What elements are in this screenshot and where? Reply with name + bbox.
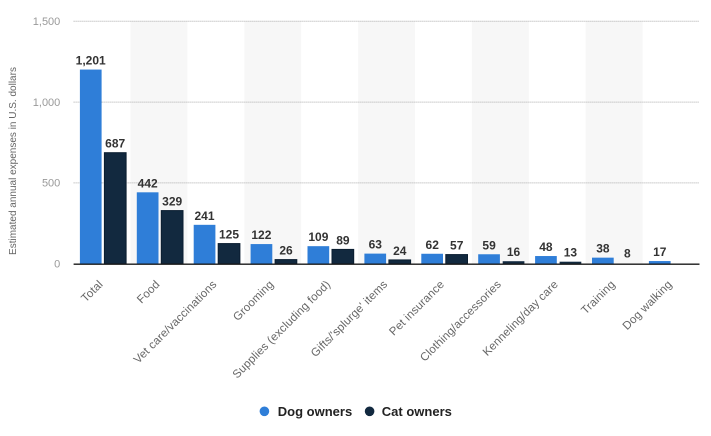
svg-text:8: 8 [624,247,631,261]
svg-text:109: 109 [308,230,328,244]
svg-text:38: 38 [596,242,610,256]
svg-text:59: 59 [482,238,496,252]
svg-text:122: 122 [251,228,271,242]
svg-text:Estimated annual expenses in U: Estimated annual expenses in U.S. dollar… [8,67,19,255]
svg-text:125: 125 [219,228,239,242]
svg-text:26: 26 [279,244,293,258]
svg-text:687: 687 [105,137,125,151]
svg-text:1,201: 1,201 [76,54,106,68]
svg-text:329: 329 [162,195,182,209]
svg-text:241: 241 [194,209,214,223]
svg-text:Cat owners: Cat owners [382,404,452,419]
svg-text:24: 24 [393,244,407,258]
svg-text:Dog owners: Dog owners [278,404,352,419]
svg-text:62: 62 [426,238,440,252]
svg-text:0: 0 [54,259,60,271]
svg-text:500: 500 [42,178,60,190]
svg-text:1,500: 1,500 [33,16,61,28]
svg-text:1,000: 1,000 [33,97,61,109]
svg-text:63: 63 [369,238,383,252]
svg-text:89: 89 [336,233,350,247]
svg-text:57: 57 [450,239,464,253]
svg-text:48: 48 [539,240,553,254]
svg-text:16: 16 [507,245,521,259]
svg-text:13: 13 [564,246,578,260]
svg-text:442: 442 [138,176,158,190]
svg-text:17: 17 [653,245,667,259]
